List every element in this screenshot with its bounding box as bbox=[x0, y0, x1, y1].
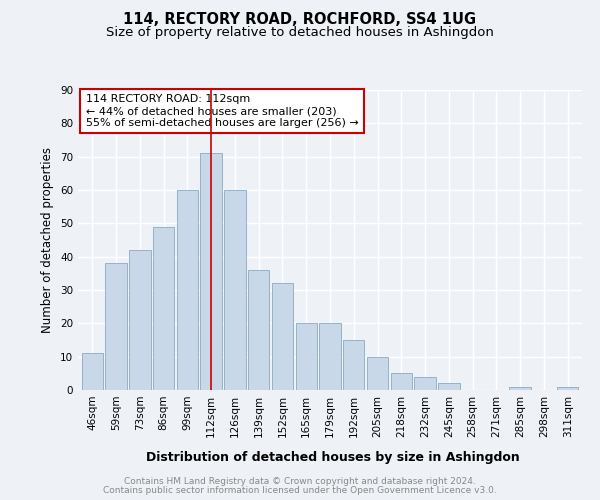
Bar bbox=[82, 354, 103, 390]
Bar bbox=[343, 340, 364, 390]
Bar bbox=[224, 190, 245, 390]
Bar bbox=[296, 324, 317, 390]
Bar bbox=[272, 284, 293, 390]
Bar bbox=[319, 324, 341, 390]
Bar bbox=[509, 386, 531, 390]
Bar bbox=[248, 270, 269, 390]
Text: Size of property relative to detached houses in Ashingdon: Size of property relative to detached ho… bbox=[106, 26, 494, 39]
Bar bbox=[415, 376, 436, 390]
Bar bbox=[367, 356, 388, 390]
Bar bbox=[200, 154, 222, 390]
Text: 114 RECTORY ROAD: 112sqm
← 44% of detached houses are smaller (203)
55% of semi-: 114 RECTORY ROAD: 112sqm ← 44% of detach… bbox=[86, 94, 358, 128]
Text: Contains HM Land Registry data © Crown copyright and database right 2024.: Contains HM Land Registry data © Crown c… bbox=[124, 477, 476, 486]
Y-axis label: Number of detached properties: Number of detached properties bbox=[41, 147, 55, 333]
Bar bbox=[106, 264, 127, 390]
Bar bbox=[438, 384, 460, 390]
Bar bbox=[176, 190, 198, 390]
Bar bbox=[557, 386, 578, 390]
Text: 114, RECTORY ROAD, ROCHFORD, SS4 1UG: 114, RECTORY ROAD, ROCHFORD, SS4 1UG bbox=[124, 12, 476, 28]
Text: Distribution of detached houses by size in Ashingdon: Distribution of detached houses by size … bbox=[146, 451, 520, 464]
Text: Contains public sector information licensed under the Open Government Licence v3: Contains public sector information licen… bbox=[103, 486, 497, 495]
Bar bbox=[129, 250, 151, 390]
Bar bbox=[391, 374, 412, 390]
Bar bbox=[153, 226, 174, 390]
